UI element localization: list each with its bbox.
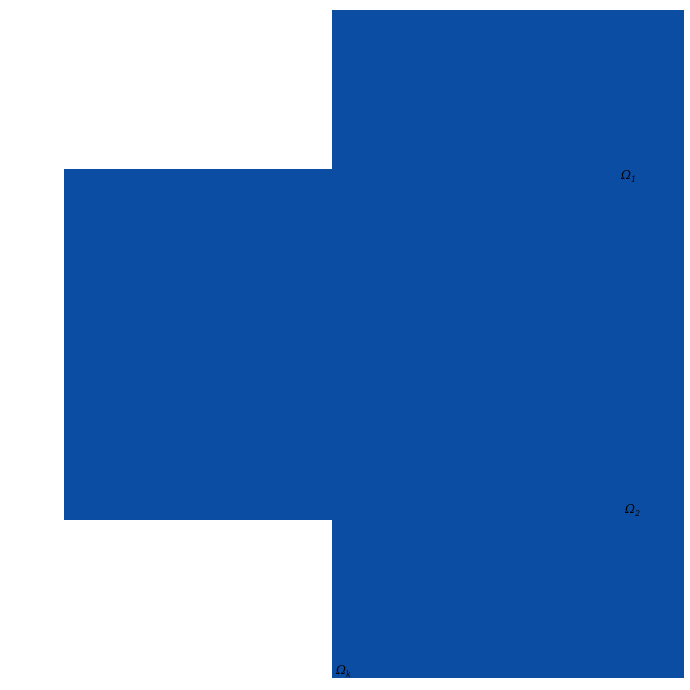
label-omega-1-base: Ω [621, 168, 631, 182]
label-omega-2: Ω2 [625, 502, 641, 518]
label-omega-1: Ω1 [621, 168, 637, 184]
label-omega-k-sub: k [345, 670, 351, 679]
subdomain-rect-horizontal [64, 169, 332, 520]
label-omega-1-sub: 1 [630, 175, 637, 184]
subdomain-rect-vertical [332, 10, 684, 678]
label-omega-k-base: Ω [336, 663, 346, 677]
label-omega-2-sub: 2 [634, 509, 641, 518]
label-omega-k: Ωk [336, 663, 351, 679]
label-omega-2-base: Ω [625, 502, 635, 516]
